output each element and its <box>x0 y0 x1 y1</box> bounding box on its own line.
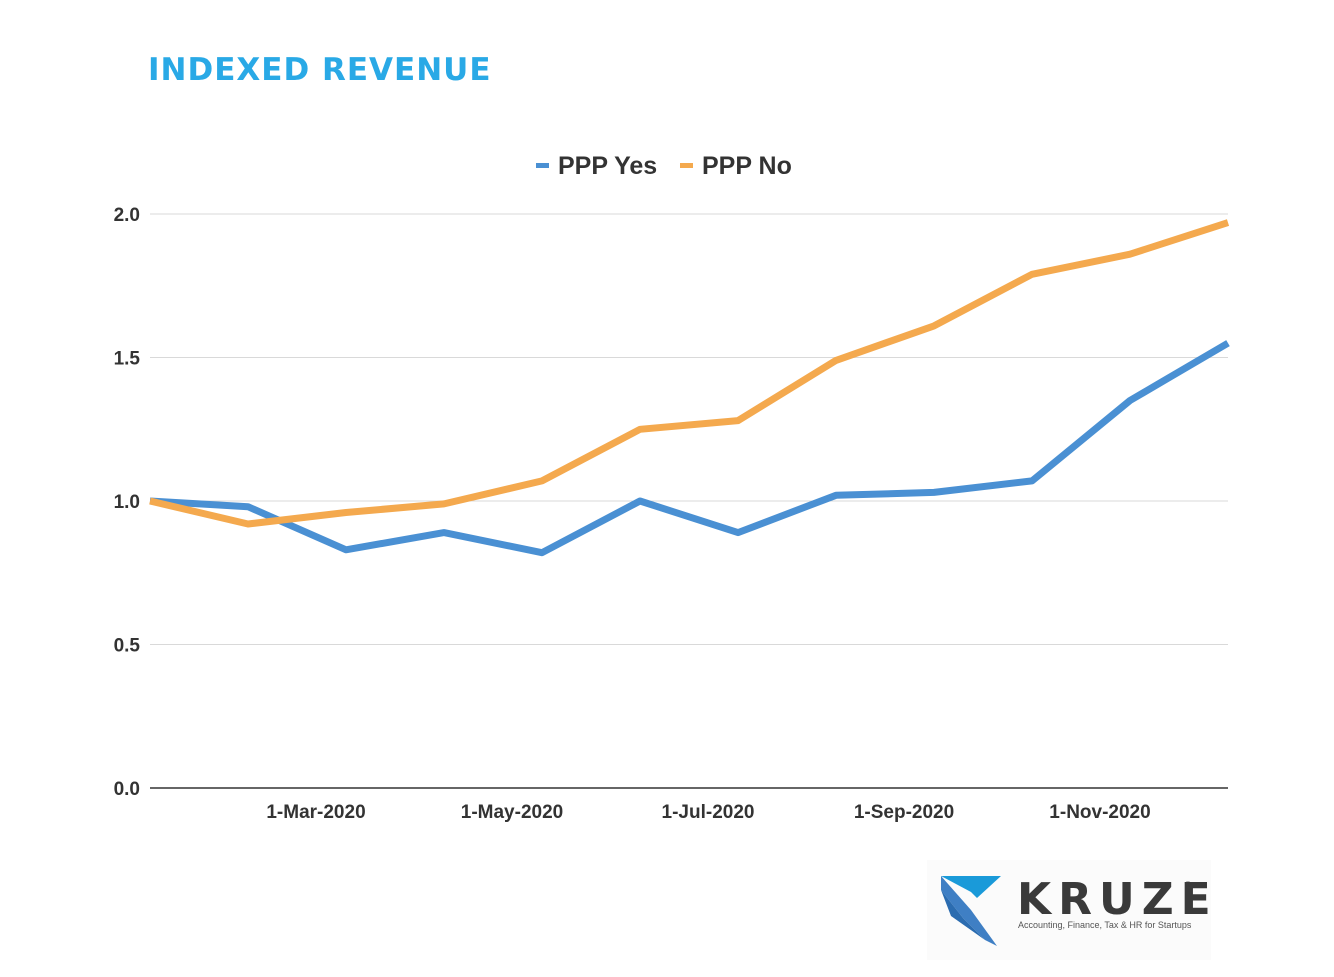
legend: PPP Yes PPP No <box>536 152 792 180</box>
y-axis-ticks: 0.0 0.5 1.0 1.5 2.0 <box>114 205 141 800</box>
series-lines <box>149 219 1230 557</box>
y-tick-label: 2.0 <box>114 205 140 226</box>
logo-tagline: Accounting, Finance, Tax & HR for Startu… <box>1018 920 1192 930</box>
kruze-logo: KRUZE ® Accounting, Finance, Tax & HR fo… <box>927 860 1211 960</box>
x-tick-label: 1-Jul-2020 <box>662 802 755 823</box>
y-tick-label: 0.0 <box>114 779 140 800</box>
legend-swatch <box>536 163 549 168</box>
logo-registered-mark: ® <box>1185 880 1191 889</box>
y-tick-label: 0.5 <box>114 636 141 657</box>
x-tick-label: 1-Nov-2020 <box>1049 802 1150 823</box>
x-axis-ticks: 1-Mar-2020 1-May-2020 1-Jul-2020 1-Sep-2020… <box>266 802 1150 823</box>
kruze-logo-mark <box>941 876 1001 946</box>
series-line-ppp-no <box>149 219 1230 528</box>
x-tick-label: 1-Mar-2020 <box>266 802 365 823</box>
x-tick-label: 1-Sep-2020 <box>854 802 954 823</box>
y-tick-label: 1.5 <box>114 349 141 370</box>
legend-label: PPP No <box>702 152 792 180</box>
logo-wordmark: KRUZE <box>1017 874 1218 925</box>
gridlines <box>150 213 1228 789</box>
legend-swatch <box>680 163 693 168</box>
x-tick-label: 1-May-2020 <box>461 802 563 823</box>
chart-title: INDEXED REVENUE <box>148 52 492 88</box>
y-tick-label: 1.0 <box>114 492 140 513</box>
legend-label: PPP Yes <box>558 152 657 180</box>
series-line-ppp-yes <box>149 340 1230 557</box>
